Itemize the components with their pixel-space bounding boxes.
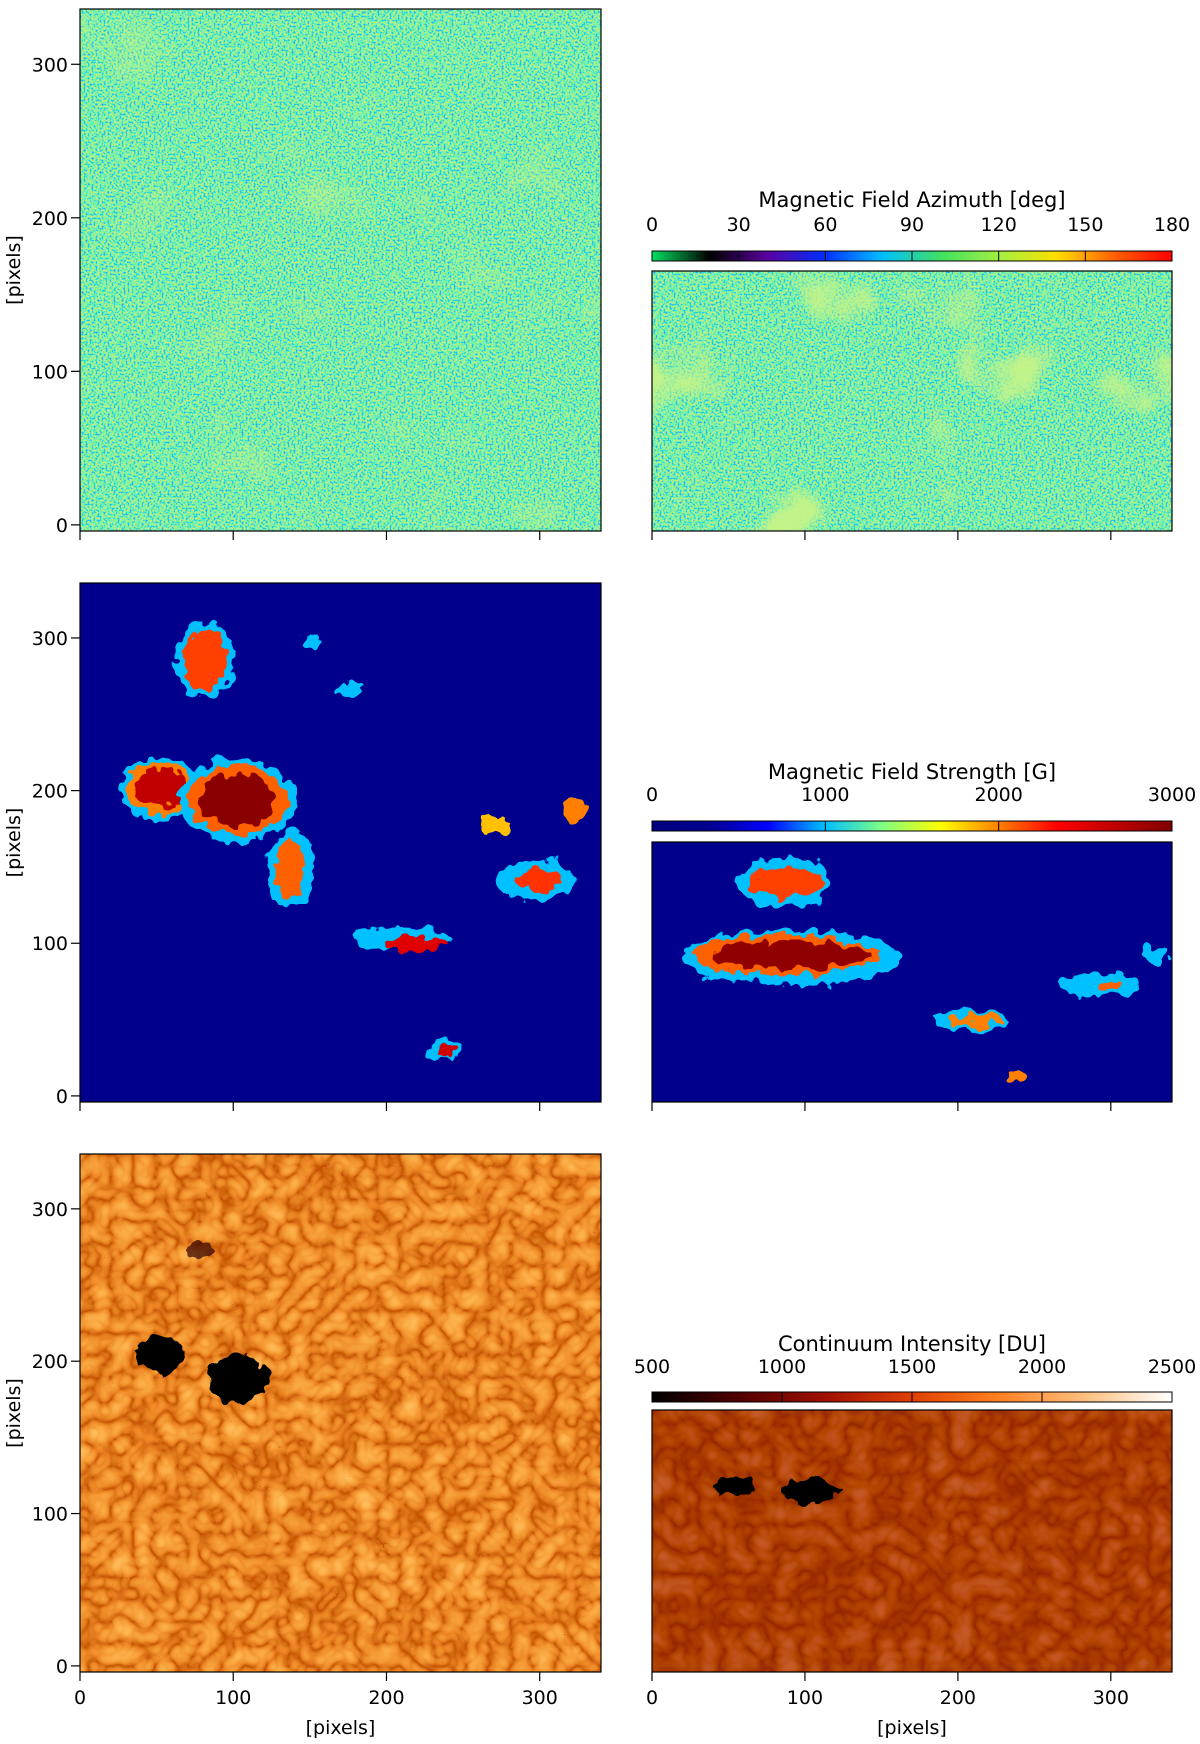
y-tick-label: 100 bbox=[32, 933, 68, 955]
y-tick-label: 200 bbox=[32, 1351, 68, 1373]
y-tick-label: 200 bbox=[32, 781, 68, 803]
intensity-map bbox=[80, 1154, 601, 1672]
frame bbox=[651, 1409, 1173, 1673]
colorbar-tick-label: 0 bbox=[646, 214, 658, 236]
x-tick-label: 100 bbox=[215, 1687, 251, 1709]
colorbar-tick-label: 150 bbox=[1067, 214, 1103, 236]
colorbar-tick-label: 120 bbox=[981, 214, 1017, 236]
colorbar-tick-label: 2000 bbox=[1018, 1356, 1066, 1378]
y-tick-label: 0 bbox=[56, 515, 68, 537]
y-tick-label: 300 bbox=[32, 54, 68, 76]
strength-map bbox=[652, 842, 1172, 1102]
strength-map bbox=[80, 583, 601, 1102]
x-tick-label: 0 bbox=[74, 1687, 86, 1709]
frame bbox=[651, 270, 1173, 532]
colorbar-tick-label: 500 bbox=[634, 1356, 670, 1378]
x-axis-label: [pixels] bbox=[306, 1717, 376, 1739]
y-tick-label: 0 bbox=[56, 1656, 68, 1678]
colorbar-tick-label: 1000 bbox=[801, 784, 849, 806]
x-tick-label: 0 bbox=[646, 1687, 658, 1709]
x-tick-label: 100 bbox=[787, 1687, 823, 1709]
frame bbox=[651, 841, 1173, 1103]
colorbar-tick-label: 2500 bbox=[1148, 1356, 1196, 1378]
azimuth-map bbox=[80, 9, 601, 531]
colorbar-title: Magnetic Field Azimuth [deg] bbox=[758, 188, 1065, 212]
y-tick-label: 300 bbox=[32, 1199, 68, 1221]
colorbar-tick-label: 0 bbox=[646, 784, 658, 806]
y-tick-label: 200 bbox=[32, 208, 68, 230]
colorbar-tick-label: 30 bbox=[727, 214, 751, 236]
y-axis-label: [pixels] bbox=[3, 808, 25, 878]
colorbar-tick-label: 180 bbox=[1154, 214, 1190, 236]
y-tick-label: 0 bbox=[56, 1086, 68, 1108]
colorbar-tick-label: 1500 bbox=[888, 1356, 936, 1378]
frame bbox=[79, 8, 602, 532]
y-tick-label: 300 bbox=[32, 628, 68, 650]
y-tick-label: 100 bbox=[32, 1504, 68, 1526]
colorbar-tick-label: 90 bbox=[900, 214, 924, 236]
y-axis-label: [pixels] bbox=[3, 1378, 25, 1448]
colorbar-title: Continuum Intensity [DU] bbox=[778, 1332, 1046, 1356]
frame bbox=[79, 1153, 602, 1673]
x-tick-label: 300 bbox=[1093, 1687, 1129, 1709]
y-axis-label: [pixels] bbox=[3, 235, 25, 305]
y-tick-label: 100 bbox=[32, 361, 68, 383]
colorbar-tick-label: 3000 bbox=[1148, 784, 1196, 806]
colorbar-tick-label: 60 bbox=[813, 214, 837, 236]
x-axis-label: [pixels] bbox=[877, 1717, 947, 1739]
colorbar-title: Magnetic Field Strength [G] bbox=[768, 760, 1056, 784]
colorbar bbox=[651, 820, 1173, 832]
frame bbox=[79, 582, 602, 1103]
colorbar-tick-label: 1000 bbox=[758, 1356, 806, 1378]
x-tick-label: 200 bbox=[940, 1687, 976, 1709]
azimuth-map bbox=[652, 271, 1172, 531]
intensity-map bbox=[652, 1410, 1172, 1672]
x-tick-label: 300 bbox=[522, 1687, 558, 1709]
colorbar-tick-label: 2000 bbox=[974, 784, 1022, 806]
x-tick-label: 200 bbox=[368, 1687, 404, 1709]
